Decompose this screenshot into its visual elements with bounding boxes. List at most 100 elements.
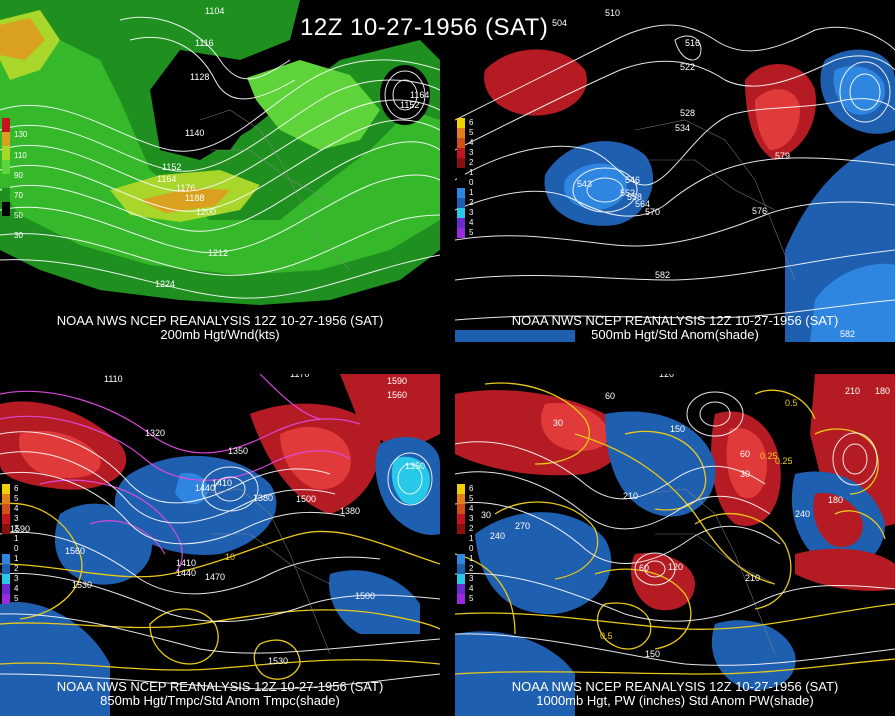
legend-label: 5	[469, 594, 474, 603]
legend-label: 6	[469, 118, 474, 127]
legend-label: 1	[469, 168, 474, 177]
caption-200mb-line1: NOAA NWS NCEP REANALYSIS 12Z 10-27-1956 …	[56, 313, 384, 328]
contour-label: 516	[685, 38, 700, 48]
map-title: 12Z 10-27-1956 (SAT)	[300, 14, 549, 41]
contour-label: 510	[605, 8, 620, 18]
legend-label: 2	[469, 524, 474, 533]
contour-label: 1380	[253, 493, 273, 503]
legend-label: 2	[14, 564, 19, 573]
caption-1000mb-line1: NOAA NWS NCEP REANALYSIS 12Z 10-27-1956 …	[511, 679, 839, 694]
contour-label: 543	[577, 179, 592, 189]
legend-label: 6	[14, 484, 19, 493]
legend-label: 5	[469, 128, 474, 137]
legend-1000mb: 6 5 4 3 2 1 0 1 2 3 4 5	[457, 484, 474, 604]
map-1000mb: 120 210 180 60 30 150 0.5 0.25 240 270 2…	[455, 374, 895, 716]
legend-label: 1	[14, 554, 19, 563]
contour-label: 0.5	[600, 631, 613, 641]
contour-label: 210	[745, 573, 760, 583]
legend-label: 1	[14, 534, 19, 543]
legend-label: 90	[14, 171, 23, 180]
legend-label: 3	[469, 148, 474, 157]
contour-label: 60	[740, 449, 750, 459]
contour-label: 570	[645, 207, 660, 217]
map-500mb: 504 510 516 522 534 528 546 552 558 564 …	[455, 0, 895, 342]
contour-label: 558	[627, 192, 642, 202]
legend-200mb: 130 110 90 70 50 30	[2, 118, 27, 240]
contour-label: 1104	[205, 6, 224, 16]
legend-label: 5	[14, 594, 19, 603]
contour-label: 210	[623, 491, 638, 501]
contour-label: 1590	[10, 524, 30, 534]
legend-label: 30	[14, 231, 23, 240]
contour-label: 30	[481, 510, 491, 520]
legend-label: 1	[469, 188, 474, 197]
contour-label: 1350	[228, 446, 248, 456]
contour-label: 1152	[400, 100, 419, 110]
map-850mb: 1110 1170 1590 1560 1320 1350 1410 1380 …	[0, 374, 440, 716]
legend-label: 4	[469, 504, 474, 513]
contour-label: 1590	[387, 376, 407, 386]
contour-label: 10	[225, 552, 235, 562]
contour-label: 522	[680, 62, 695, 72]
legend-label: 2	[469, 158, 474, 167]
contour-label: 564	[635, 199, 650, 209]
legend-label: 5	[469, 494, 474, 503]
contour-label: 150	[645, 649, 660, 659]
contour-label: 210	[845, 386, 860, 396]
contour-label: 1116	[195, 38, 214, 48]
contour-label: 534	[675, 123, 690, 133]
legend-label: 4	[469, 584, 474, 593]
panel-500mb: 504 510 516 522 534 528 546 552 558 564 …	[455, 0, 895, 342]
caption-850mb-line1: NOAA NWS NCEP REANALYSIS 12Z 10-27-1956 …	[56, 679, 384, 694]
contour-label: 1380	[340, 506, 360, 516]
legend-label: 70	[14, 191, 23, 200]
legend-500mb: 6 5 4 3 2 1 0 1 2 3 4 5	[457, 118, 474, 238]
contour-label: 240	[795, 509, 810, 519]
contour-label: 1470	[205, 572, 225, 582]
contour-label: 0.5	[785, 398, 798, 408]
legend-label: 3	[469, 514, 474, 523]
contour-label: 582	[655, 270, 670, 280]
caption-1000mb-line2: 1000mb Hgt, PW (inches) Std Anom PW(shad…	[536, 693, 814, 708]
legend-label: 4	[14, 584, 19, 593]
panel-1000mb: 120 210 180 60 30 150 0.5 0.25 240 270 2…	[455, 374, 895, 716]
contour-label: 60	[605, 391, 615, 401]
contour-label: 582	[840, 329, 855, 339]
legend-label: 3	[469, 208, 474, 217]
legend-label: 0	[14, 544, 19, 553]
legend-label: 0	[469, 544, 474, 553]
panel-200mb: 1104 1116 1128 1140 1152 1164 1176 1188 …	[0, 0, 440, 342]
legend-label: 0	[469, 178, 474, 187]
contour-label: 0.25	[775, 456, 793, 466]
contour-label: 1200	[196, 207, 216, 217]
legend-label: 50	[14, 211, 23, 220]
legend-label: 3	[14, 574, 19, 583]
legend-label: 3	[14, 514, 19, 523]
contour-label: 1500	[355, 591, 375, 601]
contour-label: 1530	[72, 580, 92, 590]
contour-label: 30	[740, 469, 750, 479]
contour-label: 576	[752, 206, 767, 216]
legend-label: 4	[469, 218, 474, 227]
caption-200mb-line2: 200mb Hgt/Wnd(kts)	[160, 327, 280, 342]
legend-label: 2	[469, 198, 474, 207]
contour-label: 1350	[405, 461, 425, 471]
contour-label: 546	[625, 175, 640, 185]
legend-label: 110	[14, 151, 27, 160]
contour-label: 552	[620, 188, 635, 198]
contour-label: 1440	[195, 483, 215, 493]
contour-label: 1152	[162, 162, 181, 172]
caption-500mb-line1: NOAA NWS NCEP REANALYSIS 12Z 10-27-1956 …	[511, 313, 839, 328]
caption-500mb-line2: 500mb Hgt/Std Anom(shade)	[591, 327, 759, 342]
contour-label: 1140	[185, 128, 204, 138]
legend-label: 4	[469, 138, 474, 147]
legend-label: 2	[469, 564, 474, 573]
panel-850mb: 1110 1170 1590 1560 1320 1350 1410 1380 …	[0, 374, 440, 716]
contour-label: 579	[775, 151, 790, 161]
contour-label: 270	[515, 521, 530, 531]
contour-label: 1110	[104, 374, 123, 384]
legend-label: 2	[14, 524, 19, 533]
legend-label: 1	[469, 534, 474, 543]
contour-label: 1560	[387, 390, 407, 400]
contour-label: 1440	[176, 568, 196, 578]
